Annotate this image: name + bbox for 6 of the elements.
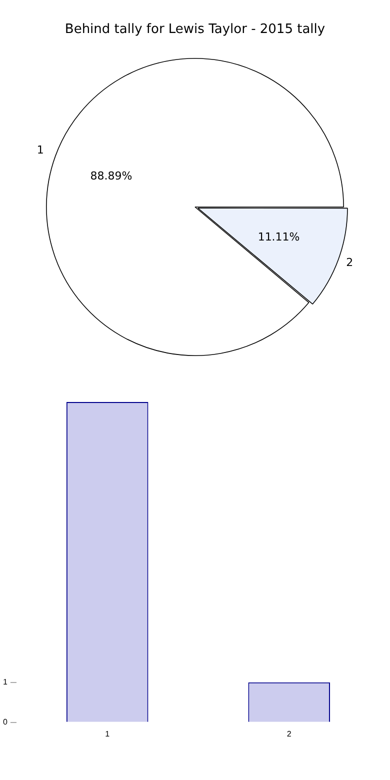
slice-label: 2 <box>346 256 354 270</box>
data-label: 88.89% <box>90 169 132 182</box>
y-tick-label: 0 <box>2 718 8 727</box>
data-label: 11.11% <box>258 230 300 244</box>
slice-label: 1 <box>36 144 44 157</box>
chart-title: Behind tally for Lewis Taylor - 2015 tally <box>64 22 326 39</box>
